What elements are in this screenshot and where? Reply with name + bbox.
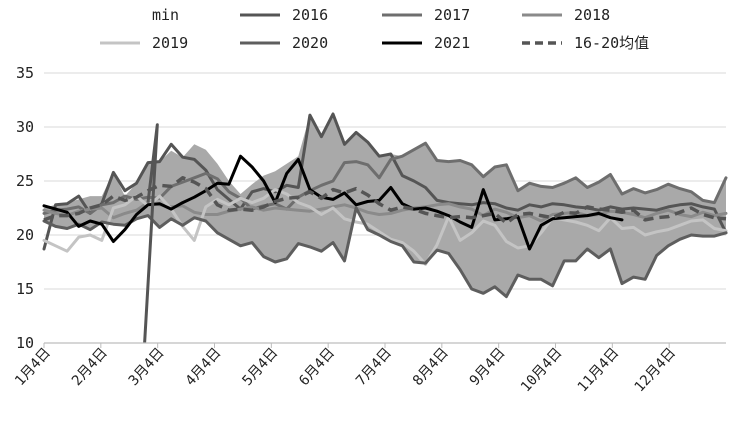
y-tick-label: 20: [16, 226, 34, 244]
x-tick-label: 11月4日: [575, 345, 623, 395]
legend-label: 2020: [292, 34, 328, 52]
x-tick-label: 6月4日: [296, 345, 338, 389]
legend-label: 2018: [574, 6, 610, 24]
y-tick-label: 15: [16, 280, 34, 298]
series-line-4: [42, 206, 728, 299]
y-tick-label: 10: [16, 334, 34, 352]
x-tick-label: 8月4日: [410, 345, 452, 389]
y-tick-label: 30: [16, 118, 34, 136]
y-axis-ticks: 10 15 20 25 30 35: [16, 64, 34, 352]
legend-label: 2019: [152, 34, 188, 52]
x-tick-label: 3月4日: [126, 345, 168, 389]
chart-legend: min 2016 2017 2018 2019 2020 2021 16-20均值: [100, 6, 649, 52]
series-line-5: [42, 154, 624, 251]
y-tick-label: 25: [16, 172, 34, 190]
x-tick-label: 7月4日: [353, 345, 395, 389]
min-max-band: [44, 114, 726, 297]
legend-label: 2017: [434, 6, 470, 24]
x-tick-label: 12月4日: [632, 345, 680, 395]
x-tick-label: 2月4日: [69, 345, 111, 389]
y-tick-label: 35: [16, 64, 34, 82]
legend-label: min: [152, 6, 179, 24]
series-lines: [42, 112, 728, 344]
legend-label: 16-20均值: [574, 34, 649, 52]
band-area: [44, 114, 726, 297]
x-tick-label: 4月4日: [183, 345, 225, 389]
x-tick-label: 5月4日: [239, 345, 281, 389]
x-tick-label: 10月4日: [518, 345, 566, 395]
legend-label: 2021: [434, 34, 470, 52]
series-line-0: [42, 112, 728, 251]
legend-label: 2016: [292, 6, 328, 24]
x-axis-ticks: 1月4日 2月4日 3月4日 4月4日 5月4日 6月4日 7月4日 8月4日 9月4日 10月4…: [12, 343, 679, 395]
x-tick-label: 9月4日: [467, 345, 509, 389]
series-spike-line: [143, 123, 159, 344]
